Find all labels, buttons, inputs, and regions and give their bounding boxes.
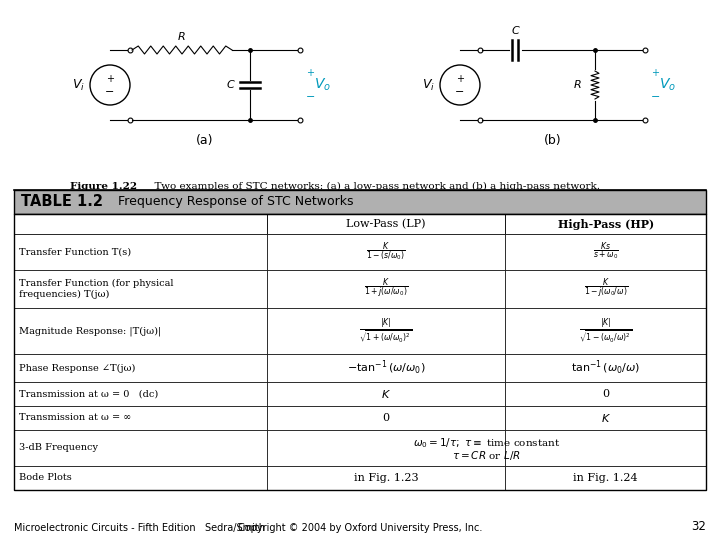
Text: Transfer Function T(s): Transfer Function T(s) [19, 247, 131, 256]
Bar [14, 308, 266, 354]
Text: Transfer Function (for physical
frequencies) T(jω): Transfer Function (for physical frequenc… [19, 279, 174, 299]
Text: Microelectronic Circuits - Fifth Edition   Sedra/Smith: Microelectronic Circuits - Fifth Edition… [14, 523, 265, 533]
Text: +: + [306, 68, 314, 78]
Text: $V_i$: $V_i$ [421, 77, 434, 92]
Text: $\frac{|K|}{\sqrt{1-(\omega_0/\omega)^2}}$: $\frac{|K|}{\sqrt{1-(\omega_0/\omega)^2}… [579, 316, 632, 346]
Bar [14, 214, 706, 490]
Text: $K$: $K$ [600, 412, 611, 424]
Text: $\omega_0 = 1/\tau;\; \tau \equiv$ time constant: $\omega_0 = 1/\tau;\; \tau \equiv$ time … [413, 436, 560, 450]
Bar [266, 466, 505, 490]
Text: Two examples of STC networks: (a) a low-pass network and (b) a high-pass network: Two examples of STC networks: (a) a low-… [148, 182, 600, 191]
Text: R: R [178, 32, 186, 42]
Bar [505, 406, 706, 430]
Text: High-Pass (HP): High-Pass (HP) [557, 219, 654, 230]
Text: $\tan^{-1}(\omega_0/\omega)$: $\tan^{-1}(\omega_0/\omega)$ [571, 359, 640, 377]
Bar [14, 234, 266, 270]
Bar [266, 430, 505, 466]
Bar [505, 354, 706, 382]
Text: Figure 1.22: Figure 1.22 [70, 182, 137, 191]
Text: $\frac{K}{1+j(\omega/\omega_0)}$: $\frac{K}{1+j(\omega/\omega_0)}$ [364, 277, 408, 301]
Text: 32: 32 [691, 520, 706, 533]
Text: Bode Plots: Bode Plots [19, 474, 72, 483]
Text: 3-dB Frequency: 3-dB Frequency [19, 443, 98, 453]
Bar [266, 308, 505, 354]
Bar [14, 270, 266, 308]
Text: Low-Pass (LP): Low-Pass (LP) [346, 219, 426, 229]
Text: $-\tan^{-1}(\omega/\omega_0)$: $-\tan^{-1}(\omega/\omega_0)$ [346, 359, 426, 377]
Text: $V_i$: $V_i$ [71, 77, 84, 92]
Text: Transmission at ω = ∞: Transmission at ω = ∞ [19, 414, 131, 422]
Text: 0: 0 [602, 389, 609, 399]
Bar [505, 234, 706, 270]
Text: Frequency Response of STC Networks: Frequency Response of STC Networks [102, 195, 354, 208]
Text: $\tau = CR$ or $L/R$: $\tau = CR$ or $L/R$ [452, 449, 521, 462]
Text: 0: 0 [382, 413, 390, 423]
Bar [266, 382, 505, 406]
Bar [266, 214, 505, 234]
Text: in Fig. 1.23: in Fig. 1.23 [354, 473, 418, 483]
Text: $V_o$: $V_o$ [314, 77, 331, 93]
Bar [505, 308, 706, 354]
Text: $\frac{Ks}{s+\omega_0}$: $\frac{Ks}{s+\omega_0}$ [593, 241, 618, 263]
Text: +: + [651, 68, 659, 78]
Bar [14, 430, 266, 466]
Bar [14, 214, 266, 234]
Text: −: − [306, 92, 315, 102]
Bar [266, 354, 505, 382]
Bar [266, 234, 505, 270]
Text: TABLE 1.2: TABLE 1.2 [21, 194, 103, 210]
Bar [266, 406, 505, 430]
Text: −: − [105, 87, 114, 97]
Text: $K$: $K$ [381, 388, 391, 400]
Bar [266, 270, 505, 308]
Text: Transmission at ω = 0   (dc): Transmission at ω = 0 (dc) [19, 389, 158, 399]
Bar [14, 466, 266, 490]
Text: −: − [455, 87, 464, 97]
Text: +: + [106, 74, 114, 84]
Text: Copyright © 2004 by Oxford University Press, Inc.: Copyright © 2004 by Oxford University Pr… [238, 523, 482, 533]
Text: C: C [511, 26, 519, 36]
Bar [14, 190, 706, 214]
Text: −: − [651, 92, 660, 102]
Bar [505, 382, 706, 406]
Bar [505, 214, 706, 234]
Bar [14, 354, 266, 382]
Text: +: + [456, 74, 464, 84]
Text: $V_o$: $V_o$ [659, 77, 676, 93]
Text: R: R [573, 80, 581, 90]
Text: $\frac{K}{1-(s/\omega_0)}$: $\frac{K}{1-(s/\omega_0)}$ [366, 241, 405, 264]
Text: Magnitude Response: |T(jω)|: Magnitude Response: |T(jω)| [19, 326, 161, 336]
Text: $\frac{K}{1-j(\omega_0/\omega)}$: $\frac{K}{1-j(\omega_0/\omega)}$ [584, 277, 628, 301]
Bar [505, 270, 706, 308]
Text: C: C [226, 80, 234, 90]
Text: (b): (b) [544, 134, 562, 147]
Bar [505, 466, 706, 490]
Bar [14, 406, 266, 430]
Bar [14, 382, 266, 406]
Text: in Fig. 1.24: in Fig. 1.24 [573, 473, 638, 483]
Text: $\frac{|K|}{\sqrt{1+(\omega/\omega_0)^2}}$: $\frac{|K|}{\sqrt{1+(\omega/\omega_0)^2}… [359, 316, 413, 346]
Text: Phase Response ∠T(jω): Phase Response ∠T(jω) [19, 363, 135, 373]
Bar [505, 430, 706, 466]
Text: (a): (a) [197, 134, 214, 147]
